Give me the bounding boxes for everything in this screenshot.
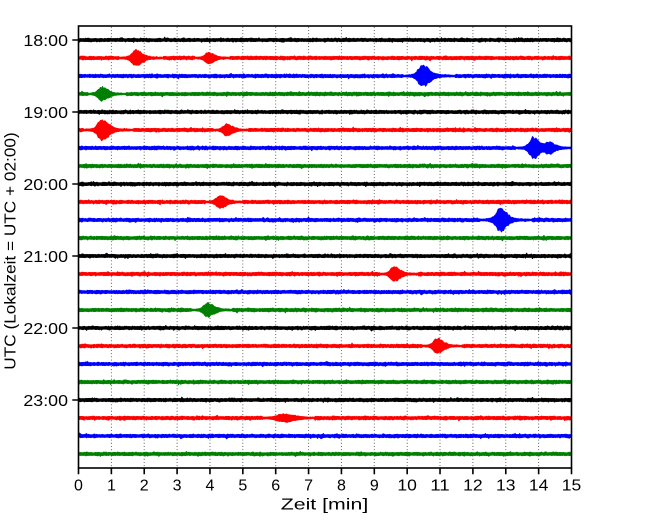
svg-text:11: 11 [430, 478, 450, 495]
svg-text:1: 1 [107, 478, 116, 495]
svg-text:23:00: 23:00 [23, 393, 68, 410]
svg-text:2: 2 [140, 478, 149, 495]
svg-text:UTC (Lokalzeit = UTC + 02:00): UTC (Lokalzeit = UTC + 02:00) [3, 132, 20, 369]
svg-text:3: 3 [173, 478, 182, 495]
svg-text:22:00: 22:00 [23, 321, 68, 338]
svg-text:9: 9 [370, 478, 379, 495]
svg-text:20:00: 20:00 [23, 177, 68, 194]
svg-text:10: 10 [397, 478, 417, 495]
svg-text:5: 5 [238, 478, 247, 495]
svg-text:Zeit [min]: Zeit [min] [281, 497, 369, 514]
svg-text:7: 7 [304, 478, 313, 495]
svg-text:6: 6 [271, 478, 280, 495]
svg-text:21:00: 21:00 [23, 249, 68, 266]
svg-text:13: 13 [496, 478, 516, 495]
svg-text:18:00: 18:00 [23, 33, 68, 50]
svg-text:4: 4 [206, 478, 215, 495]
svg-text:0: 0 [74, 478, 83, 495]
svg-text:19:00: 19:00 [23, 105, 68, 122]
svg-text:8: 8 [337, 478, 346, 495]
svg-text:12: 12 [463, 478, 483, 495]
svg-text:14: 14 [529, 478, 549, 495]
svg-text:15: 15 [562, 478, 582, 495]
